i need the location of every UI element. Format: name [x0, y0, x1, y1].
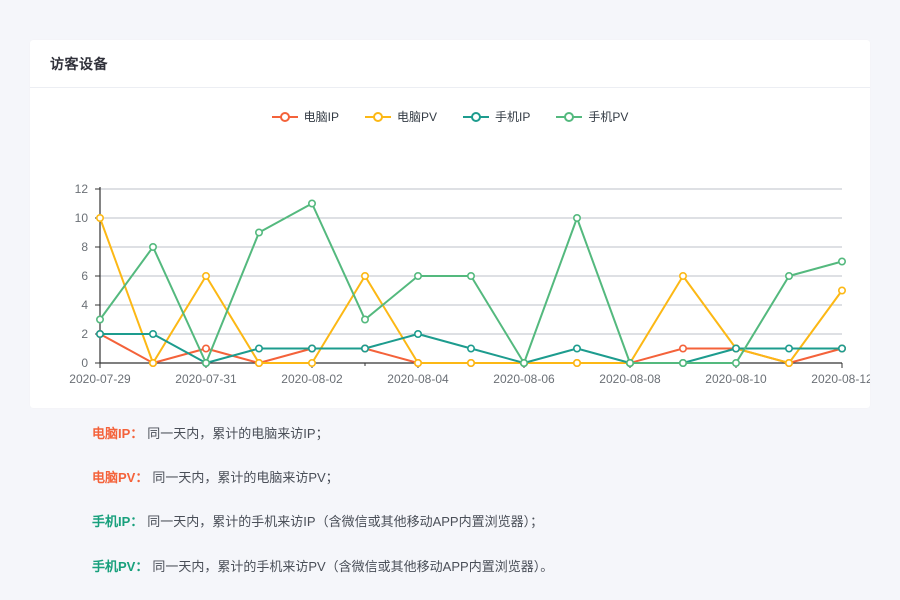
- note-text: 同一天内，累计的手机来访IP（含微信或其他移动APP内置浏览器）；: [147, 514, 544, 530]
- data-point[interactable]: [255, 358, 264, 367]
- note-key: 电脑PV：: [92, 470, 149, 486]
- data-point[interactable]: [572, 344, 581, 353]
- chart-series-1: [96, 214, 846, 367]
- card-body: 电脑IP 电脑PV 手机IP 手机PV 0 2 4 6 8 10 12 2020-07-29 2020…: [30, 88, 870, 408]
- data-point[interactable]: [466, 358, 475, 367]
- data-point[interactable]: [466, 272, 475, 281]
- chart-legend: 电脑IP 电脑PV 手机IP 手机PV: [30, 108, 870, 125]
- data-point[interactable]: [413, 330, 422, 339]
- legend-marker-icon: [463, 111, 489, 123]
- data-point[interactable]: [784, 344, 793, 353]
- data-point[interactable]: [96, 315, 105, 324]
- data-point[interactable]: [519, 358, 528, 367]
- data-point[interactable]: [678, 272, 687, 281]
- y-axis-tick-label: 0: [81, 356, 88, 370]
- data-point[interactable]: [149, 358, 158, 367]
- data-point[interactable]: [837, 344, 846, 353]
- legend-item-pc_pv[interactable]: 电脑PV: [364, 108, 437, 125]
- data-point[interactable]: [413, 272, 422, 281]
- y-axis-tick-label: 12: [75, 182, 89, 196]
- y-axis-tick-label: 10: [75, 211, 89, 225]
- data-point[interactable]: [96, 330, 105, 339]
- x-axis-tick-label: 2020-07-31: [175, 372, 237, 386]
- data-point[interactable]: [202, 344, 211, 353]
- data-point[interactable]: [784, 358, 793, 367]
- y-axis-tick-label: 8: [81, 240, 88, 254]
- page-title: 访客设备: [50, 55, 108, 72]
- data-point[interactable]: [149, 330, 158, 339]
- data-point[interactable]: [837, 286, 846, 295]
- x-axis: 2020-07-29 2020-07-31 2020-08-02 2020-08-04…: [69, 363, 870, 386]
- y-axis-tick-label: 6: [81, 269, 88, 283]
- legend-item-label: 手机IP: [495, 110, 531, 124]
- note-row: 手机PV： 同一天内，累计的手机来访PV（含微信或其他移动APP内置浏览器）。: [92, 558, 852, 576]
- card-header: 访客设备: [30, 40, 870, 88]
- data-point[interactable]: [731, 358, 740, 367]
- x-axis-tick-label: 2020-08-06: [493, 372, 555, 386]
- legend-item-pc_ip[interactable]: 电脑IP: [271, 108, 339, 125]
- note-row: 电脑IP： 同一天内，累计的电脑来访IP；: [92, 425, 852, 443]
- visitor-device-card: 访客设备 电脑IP 电脑PV 手机IP 手机PV 0 2 4 6 8 10 12 2020-07-2…: [30, 40, 870, 408]
- x-axis-tick-label: 2020-08-02: [281, 372, 343, 386]
- note-key: 手机PV：: [92, 558, 149, 574]
- legend-item-label: 电脑IP: [303, 110, 339, 124]
- data-point[interactable]: [360, 272, 369, 281]
- x-axis-tick-label: 2020-08-12: [811, 372, 870, 386]
- legend-item-label: 手机PV: [588, 110, 629, 124]
- legend-marker-icon: [271, 111, 298, 123]
- legend-item-mb_ip[interactable]: 手机IP: [463, 108, 530, 125]
- data-point[interactable]: [307, 358, 316, 367]
- data-point[interactable]: [202, 272, 211, 281]
- data-point[interactable]: [360, 315, 369, 324]
- data-point[interactable]: [307, 344, 316, 353]
- note-key: 电脑IP：: [92, 426, 144, 441]
- data-point[interactable]: [572, 214, 581, 223]
- data-point[interactable]: [360, 344, 369, 353]
- data-point[interactable]: [255, 228, 264, 237]
- chart-area: 0 2 4 6 8 10 12 2020-07-29 2020-07-31 2020-08-02 2…: [30, 88, 870, 408]
- y-axis-tick-label: 4: [81, 298, 88, 312]
- data-point[interactable]: [784, 272, 793, 281]
- data-point[interactable]: [413, 358, 422, 367]
- note-row: 手机IP： 同一天内，累计的手机来访IP（含微信或其他移动APP内置浏览器）；: [92, 513, 852, 531]
- legend-descriptions: 电脑IP： 同一天内，累计的电脑来访IP； 电脑PV： 同一天内，累计的电脑来访PV；…: [92, 425, 852, 600]
- x-axis-tick-label: 2020-07-29: [69, 372, 131, 386]
- note-row: 电脑PV： 同一天内，累计的电脑来访PV；: [92, 469, 852, 487]
- data-point[interactable]: [837, 257, 846, 266]
- data-point[interactable]: [678, 344, 687, 353]
- chart-series-3: [96, 199, 846, 367]
- data-point[interactable]: [307, 199, 316, 208]
- data-point[interactable]: [731, 344, 740, 353]
- note-text: 同一天内，累计的电脑来访IP；: [147, 426, 329, 441]
- data-point[interactable]: [466, 344, 475, 353]
- data-point[interactable]: [678, 358, 687, 367]
- x-axis-tick-label: 2020-08-10: [705, 372, 767, 386]
- x-axis-tick-label: 2020-08-08: [599, 372, 661, 386]
- legend-marker-icon: [556, 111, 583, 123]
- y-axis-tick-label: 2: [81, 327, 88, 341]
- note-text: 同一天内，累计的电脑来访PV；: [152, 470, 339, 486]
- legend-item-label: 电脑PV: [396, 110, 437, 124]
- data-point[interactable]: [625, 358, 634, 367]
- data-point[interactable]: [255, 344, 264, 353]
- data-point[interactable]: [572, 358, 581, 367]
- data-point[interactable]: [202, 358, 211, 367]
- legend-marker-icon: [364, 111, 391, 123]
- note-text: 同一天内，累计的手机来访PV（含微信或其他移动APP内置浏览器）。: [152, 558, 554, 574]
- legend-item-mb_pv[interactable]: 手机PV: [556, 108, 628, 125]
- series-line: [99, 217, 843, 364]
- chart-gridlines: 0 2 4 6 8 10 12: [75, 182, 842, 370]
- x-axis-tick-label: 2020-08-04: [387, 372, 449, 386]
- data-point[interactable]: [96, 214, 105, 223]
- note-key: 手机IP：: [92, 514, 144, 530]
- data-point[interactable]: [149, 243, 158, 252]
